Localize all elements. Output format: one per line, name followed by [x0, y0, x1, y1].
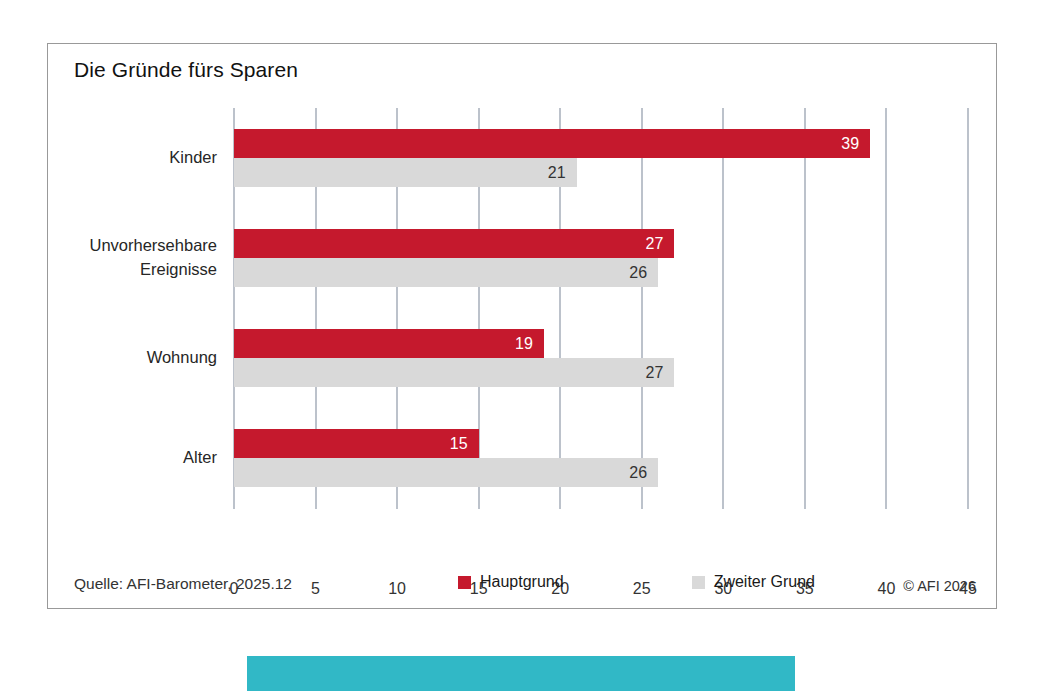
bar-value-label: 39 — [841, 136, 870, 152]
chart-footer: Quelle: AFI-Barometer, 2025.12 Hauptgrun… — [48, 571, 996, 595]
category-label-2: Unvorhersehbare Ereignisse — [74, 229, 217, 287]
second-bar-1: 21 — [234, 158, 577, 187]
legend-swatch-icon — [458, 576, 471, 589]
bar-row-1: 39 21 — [234, 129, 968, 187]
bar-value-label: 19 — [515, 336, 544, 352]
main-bar-1: 39 — [234, 129, 870, 158]
main-bar-4: 15 — [234, 429, 479, 458]
footer-accent-bar — [247, 656, 795, 691]
chart-card: Die Gründe fürs Sparen 3921272619271526 … — [47, 43, 997, 609]
legend-swatch-icon — [692, 576, 705, 589]
legend-item-1: Hauptgrund — [458, 573, 564, 591]
bar-value-label: 26 — [629, 265, 658, 281]
bar-row-3: 1927 — [234, 329, 968, 387]
legend-label: Hauptgrund — [480, 573, 564, 591]
copyright-note: © AFI 2026 — [903, 578, 976, 594]
legend-label: Zweiter Grund — [714, 573, 815, 591]
category-label-1: Kinder — [74, 129, 217, 187]
bar-value-label: 15 — [450, 436, 479, 452]
second-bar-3: 27 — [234, 358, 674, 387]
category-label-3: Wohnung — [74, 329, 217, 387]
second-bar-4: 26 — [234, 458, 658, 487]
bar-value-label: 27 — [646, 236, 675, 252]
source-note: Quelle: AFI-Barometer, 2025.12 — [74, 575, 292, 593]
bar-row-2: 27 26 — [234, 229, 968, 287]
legend: Hauptgrund Zweiter Grund — [458, 573, 815, 591]
category-label-4: Alter — [74, 429, 217, 487]
legend-item-2: Zweiter Grund — [692, 573, 815, 591]
bar-value-label: 21 — [548, 165, 577, 181]
bar-value-label: 26 — [629, 465, 658, 481]
main-bar-3: 19 — [234, 329, 544, 358]
chart-title: Die Gründe fürs Sparen — [74, 58, 298, 82]
second-bar-2: 26 — [234, 258, 658, 287]
bar-row-4: 1526 — [234, 429, 968, 487]
plot-area: 3921272619271526 051015202530354045 — [234, 108, 968, 509]
main-bar-2: 27 — [234, 229, 674, 258]
bar-value-label: 27 — [646, 365, 675, 381]
